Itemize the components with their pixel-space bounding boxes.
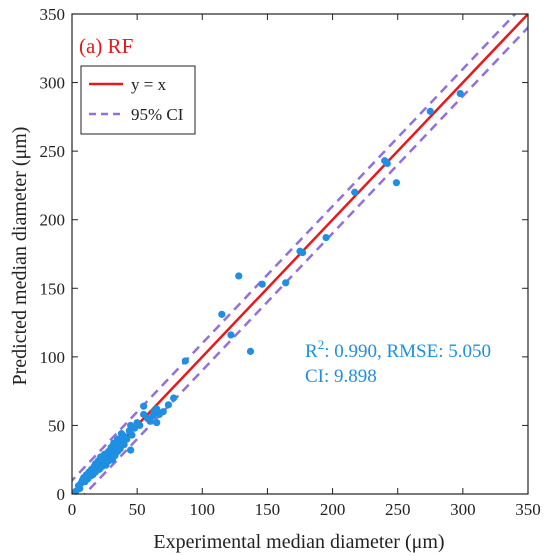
y-tick-label: 50 — [48, 416, 65, 435]
data-point — [351, 188, 359, 196]
data-points — [72, 89, 464, 495]
ci-lower-line — [83, 25, 528, 494]
x-tick-label: 0 — [68, 500, 77, 519]
ci-annotation: CI: 9.898 — [305, 366, 377, 387]
plot-frame — [71, 13, 529, 495]
x-tick-label: 250 — [385, 500, 411, 519]
data-point — [127, 446, 135, 454]
y-tick-label: 100 — [40, 348, 66, 367]
data-point — [235, 272, 243, 280]
data-point — [76, 484, 84, 493]
x-tick-label: 150 — [255, 500, 281, 519]
x-tick-label: 350 — [515, 500, 541, 519]
y-tick-label: 300 — [40, 74, 66, 93]
data-point — [282, 279, 290, 287]
y-tick-label: 200 — [40, 211, 66, 230]
r-squared-symbol: R — [305, 341, 318, 362]
legend: y = x 95% CI — [80, 65, 196, 135]
data-point — [120, 441, 128, 449]
metrics-annotation: R2: 0.990, RMSE: 5.050 — [305, 337, 491, 362]
y-tick-label: 150 — [40, 279, 66, 298]
x-tick-label: 300 — [450, 500, 476, 519]
data-point — [128, 431, 136, 439]
data-point — [383, 159, 391, 168]
data-point — [181, 357, 189, 365]
y-tick-label: 350 — [40, 5, 66, 24]
data-point — [456, 89, 464, 98]
ci-upper-line — [72, 14, 517, 483]
ticks: 0 50 100 150 200 250 300 350 0 50 100 150 200 250 300 3… — [40, 5, 541, 519]
data-point — [218, 310, 226, 318]
data-point — [246, 347, 255, 355]
axes — [71, 13, 529, 495]
chart-title: (a) RF — [79, 34, 133, 58]
r-squared-superscript: 2 — [318, 337, 325, 352]
legend-label-ci: 95% CI — [131, 105, 184, 124]
legend-label-identity: y = x — [131, 75, 167, 94]
data-point — [146, 417, 154, 425]
data-point — [322, 233, 330, 242]
data-point — [123, 435, 131, 443]
data-point — [159, 408, 167, 416]
data-point — [299, 249, 307, 257]
y-axis-label: Predicted median diameter (μm) — [9, 127, 31, 386]
data-point — [153, 405, 161, 413]
y-tick-label: 0 — [57, 485, 66, 504]
x-tick-label: 50 — [129, 500, 146, 519]
data-point — [170, 394, 178, 402]
data-point — [164, 401, 173, 409]
y-tick-label: 250 — [40, 142, 66, 161]
data-point — [140, 402, 148, 410]
x-tick-label: 100 — [190, 500, 216, 519]
data-point — [136, 421, 144, 430]
data-point — [227, 331, 235, 339]
data-point — [153, 419, 161, 427]
metrics-values: : 0.990, RMSE: 5.050 — [324, 341, 491, 362]
x-axis-label: Experimental median diameter (μm) — [153, 531, 444, 553]
legend-box — [80, 65, 196, 135]
data-point — [258, 280, 266, 288]
data-point — [392, 179, 401, 187]
data-point — [426, 107, 434, 115]
x-tick-label: 200 — [320, 500, 346, 519]
